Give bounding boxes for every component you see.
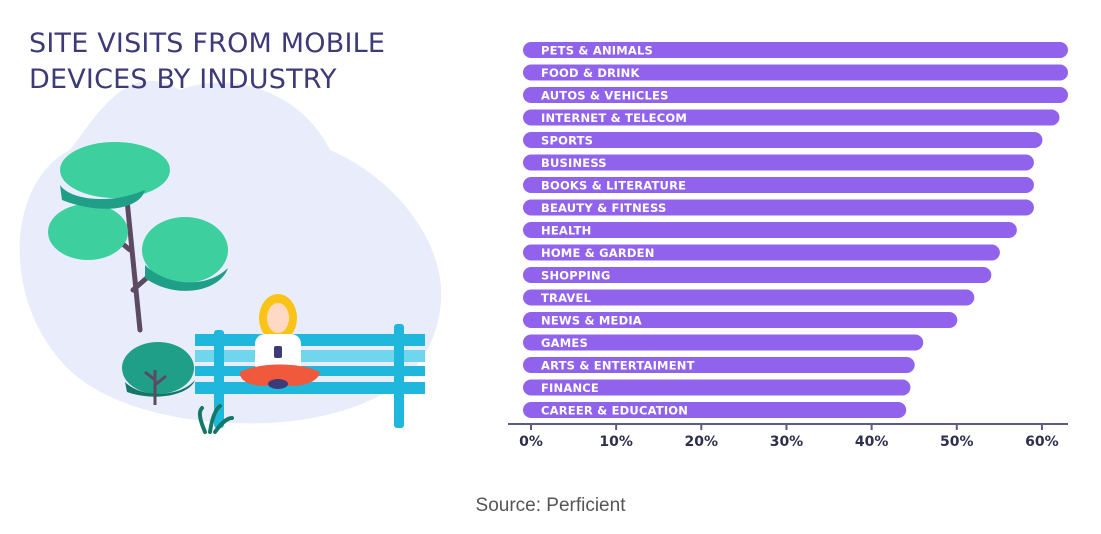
bar-label: FINANCE (541, 381, 599, 395)
bar (523, 357, 915, 373)
bar-label: SPORTS (541, 134, 593, 148)
bar (523, 42, 1068, 58)
x-tick-label: 40% (855, 434, 889, 450)
bar (523, 199, 1034, 216)
bar (523, 289, 975, 306)
tree-icon (48, 142, 228, 333)
bar-label: BOOKS & LITERATURE (541, 179, 686, 193)
bar (523, 334, 924, 351)
bush-icon (122, 342, 195, 405)
bar (523, 402, 907, 418)
bar (523, 312, 958, 328)
bars-group: PETS & ANIMALS FOOD & DRINK AUTOS & VEHICL… (523, 42, 1068, 418)
bar (523, 222, 1017, 238)
source-note: Source: Perficient (475, 495, 626, 516)
bar-label: ARTS & ENTERTAIMENT (541, 359, 695, 373)
chart-title: SITE VISITS FROM MOBILE DEVICES BY INDUS… (29, 26, 429, 98)
bar (523, 267, 992, 283)
bar (523, 154, 1034, 171)
bar-label: PETS & ANIMALS (541, 44, 653, 58)
bar-label: CAREER & EDUCATION (541, 404, 688, 418)
title-line-2: DEVICES BY INDUSTRY (29, 64, 337, 95)
x-axis: 0% 10% 20% 30% 40% 50% 60% (508, 423, 1068, 450)
bar-label: INTERNET & TELECOM (541, 111, 687, 125)
x-tick-label: 10% (599, 434, 633, 450)
bar-label: GAMES (541, 336, 588, 350)
bar (523, 177, 1034, 193)
bar-label: HOME & GARDEN (541, 246, 655, 260)
x-tick-label: 30% (770, 434, 804, 450)
bar-label: FOOD & DRINK (541, 66, 640, 80)
bar-label: AUTOS & VEHICLES (541, 89, 669, 103)
bar (523, 379, 911, 396)
bar-label: TRAVEL (541, 291, 592, 305)
grass-icon (197, 404, 234, 434)
bar-label: HEALTH (541, 224, 591, 238)
bar (523, 244, 1000, 261)
illustration (19, 80, 442, 434)
person-icon (239, 294, 320, 389)
x-tick-label: 0% (519, 434, 543, 450)
x-tick-label: 20% (685, 434, 719, 450)
bar (523, 132, 1043, 148)
bar-label: SHOPPING (541, 269, 610, 283)
x-tick-label: 60% (1025, 434, 1059, 450)
bar-label: BEAUTY & FITNESS (541, 201, 666, 215)
bar (523, 87, 1068, 103)
bar-label: NEWS & MEDIA (541, 314, 642, 328)
title-line-1: SITE VISITS FROM MOBILE (29, 28, 386, 59)
bar (523, 64, 1068, 81)
x-tick-label: 50% (940, 434, 974, 450)
bar-label: BUSINESS (541, 156, 607, 170)
bar (523, 109, 1060, 126)
